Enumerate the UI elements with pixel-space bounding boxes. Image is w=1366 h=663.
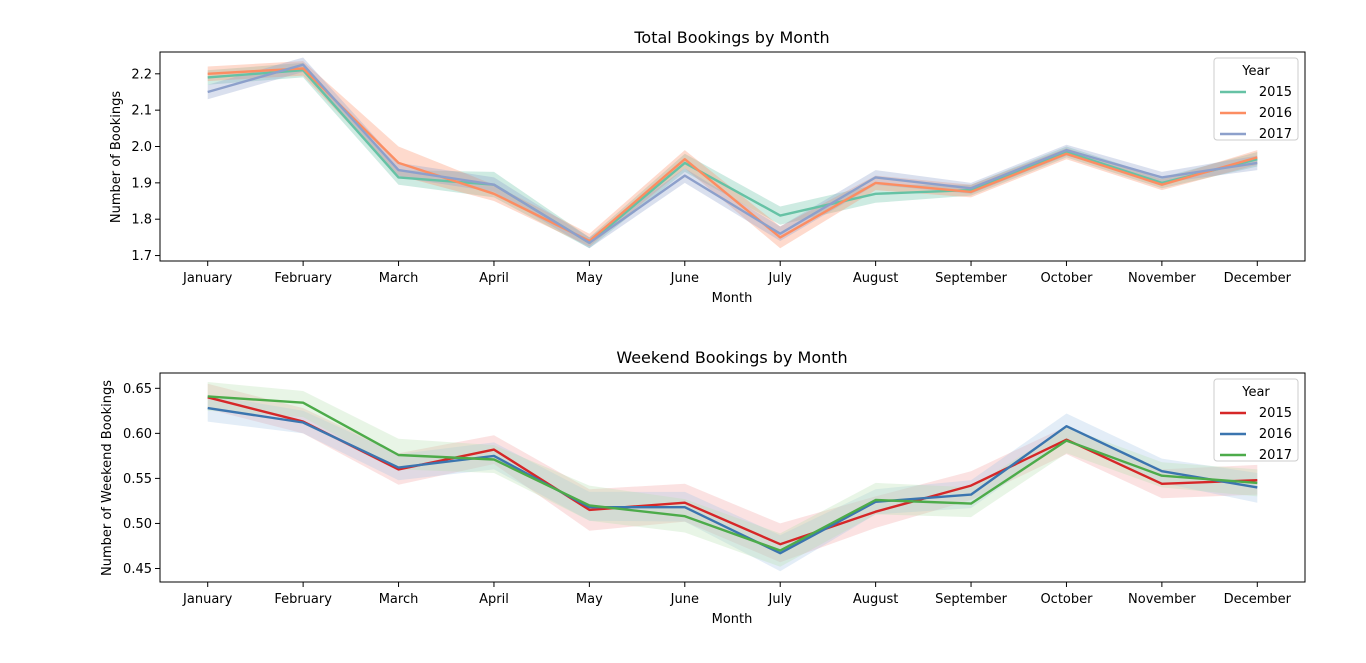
- legend-label-2015: 2015: [1259, 406, 1292, 421]
- legend-title: Year: [1241, 64, 1270, 79]
- series-line-2015: [207, 396, 1258, 546]
- x-tick-label: October: [1040, 271, 1093, 286]
- x-tick-label: June: [670, 592, 699, 607]
- y-tick-label: 0.65: [123, 382, 152, 397]
- x-tick-label: April: [479, 271, 509, 286]
- series-line-2017: [207, 63, 1258, 245]
- x-tick-label: August: [853, 592, 899, 607]
- x-tick-label: December: [1224, 271, 1292, 286]
- legend: Year 2015 2016 2017: [1213, 378, 1299, 463]
- x-tick-label: May: [576, 271, 603, 286]
- legend: Year 2015 2016 2017: [1213, 57, 1299, 142]
- x-tick-label: September: [935, 592, 1008, 607]
- y-tick-label: 2.1: [131, 104, 152, 119]
- legend-label-2017: 2017: [1259, 448, 1292, 463]
- series-line-2016: [207, 406, 1258, 555]
- plot-area: [207, 382, 1258, 572]
- x-tick-label: October: [1040, 592, 1093, 607]
- y-tick-label: 0.55: [123, 472, 152, 487]
- x-tick-label: August: [853, 271, 899, 286]
- weekend-bookings-chart: Weekend Bookings by Month Month Number o…: [100, 348, 1306, 627]
- confidence-band-2017: [207, 57, 1258, 249]
- y-tick-label: 1.7: [131, 249, 152, 264]
- confidence-band-2017: [207, 382, 1258, 567]
- chart-title: Total Bookings by Month: [633, 28, 829, 47]
- x-tick-label: February: [274, 271, 332, 286]
- series-line-2015: [207, 68, 1258, 245]
- x-tick-label: June: [670, 271, 699, 286]
- chart-title: Weekend Bookings by Month: [616, 348, 847, 367]
- axes-frame: [159, 51, 1306, 262]
- x-tick-label: April: [479, 592, 509, 607]
- y-tick-label: 2.2: [131, 67, 152, 82]
- x-tick-label: January: [182, 592, 233, 607]
- x-tick-label: November: [1128, 592, 1196, 607]
- series-line-2017: [207, 395, 1258, 552]
- legend-title: Year: [1241, 385, 1270, 400]
- series-line-2016: [207, 67, 1258, 243]
- confidence-band-2016: [207, 394, 1258, 572]
- x-tick-label: July: [768, 271, 793, 286]
- x-tick-label: November: [1128, 271, 1196, 286]
- x-tick-label: March: [379, 271, 419, 286]
- y-tick-label: 0.60: [123, 427, 152, 442]
- legend-box: [1213, 378, 1299, 462]
- confidence-band-2015: [207, 383, 1258, 563]
- y-tick-label: 0.50: [123, 517, 152, 532]
- x-tick-label: February: [274, 592, 332, 607]
- x-tick-label: March: [379, 592, 419, 607]
- y-axis-label: Number of Weekend Bookings: [100, 380, 115, 576]
- axes-frame: [159, 372, 1306, 583]
- total-bookings-chart: Total Bookings by Month Month Number of …: [109, 28, 1306, 306]
- y-tick-label: 1.9: [131, 176, 152, 191]
- x-tick-label: September: [935, 271, 1008, 286]
- y-tick-label: 0.45: [123, 562, 152, 577]
- legend-label-2015: 2015: [1259, 85, 1292, 100]
- plot-area: [207, 57, 1258, 249]
- x-axis-label: Month: [712, 291, 753, 306]
- x-tick-label: July: [768, 592, 793, 607]
- x-tick-label: May: [576, 592, 603, 607]
- legend-label-2016: 2016: [1259, 427, 1292, 442]
- x-axis-label: Month: [712, 612, 753, 627]
- y-tick-label: 2.0: [131, 140, 152, 155]
- y-axis-label: Number of Bookings: [109, 91, 124, 223]
- legend-label-2017: 2017: [1259, 127, 1292, 142]
- x-tick-label: January: [182, 271, 233, 286]
- x-tick-label: December: [1224, 592, 1292, 607]
- legend-label-2016: 2016: [1259, 106, 1292, 121]
- y-tick-label: 1.8: [131, 213, 152, 228]
- legend-box: [1213, 57, 1299, 141]
